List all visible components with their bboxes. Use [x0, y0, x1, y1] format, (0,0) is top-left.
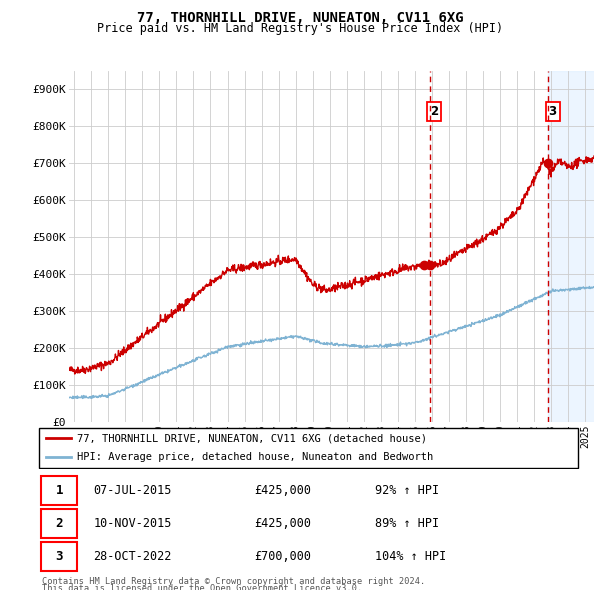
- Text: 1: 1: [56, 484, 63, 497]
- Text: HPI: Average price, detached house, Nuneaton and Bedworth: HPI: Average price, detached house, Nune…: [77, 452, 433, 462]
- Text: 3: 3: [548, 105, 557, 118]
- Text: Price paid vs. HM Land Registry's House Price Index (HPI): Price paid vs. HM Land Registry's House …: [97, 22, 503, 35]
- Text: £700,000: £700,000: [254, 550, 311, 563]
- Text: 104% ↑ HPI: 104% ↑ HPI: [374, 550, 446, 563]
- Text: £425,000: £425,000: [254, 517, 311, 530]
- FancyBboxPatch shape: [39, 428, 578, 468]
- FancyBboxPatch shape: [41, 542, 77, 571]
- Bar: [548, 71, 600, 422]
- Text: 2: 2: [56, 517, 63, 530]
- Text: Contains HM Land Registry data © Crown copyright and database right 2024.: Contains HM Land Registry data © Crown c…: [42, 577, 425, 586]
- Text: £425,000: £425,000: [254, 484, 311, 497]
- Text: 2: 2: [430, 105, 438, 118]
- Text: 77, THORNHILL DRIVE, NUNEATON, CV11 6XG (detached house): 77, THORNHILL DRIVE, NUNEATON, CV11 6XG …: [77, 434, 427, 444]
- FancyBboxPatch shape: [41, 509, 77, 538]
- Text: 10-NOV-2015: 10-NOV-2015: [94, 517, 172, 530]
- Text: 77, THORNHILL DRIVE, NUNEATON, CV11 6XG: 77, THORNHILL DRIVE, NUNEATON, CV11 6XG: [137, 11, 463, 25]
- FancyBboxPatch shape: [41, 476, 77, 505]
- Text: 3: 3: [56, 550, 63, 563]
- Text: 07-JUL-2015: 07-JUL-2015: [94, 484, 172, 497]
- Text: 28-OCT-2022: 28-OCT-2022: [94, 550, 172, 563]
- Text: This data is licensed under the Open Government Licence v3.0.: This data is licensed under the Open Gov…: [42, 584, 362, 590]
- Text: 92% ↑ HPI: 92% ↑ HPI: [374, 484, 439, 497]
- Text: 89% ↑ HPI: 89% ↑ HPI: [374, 517, 439, 530]
